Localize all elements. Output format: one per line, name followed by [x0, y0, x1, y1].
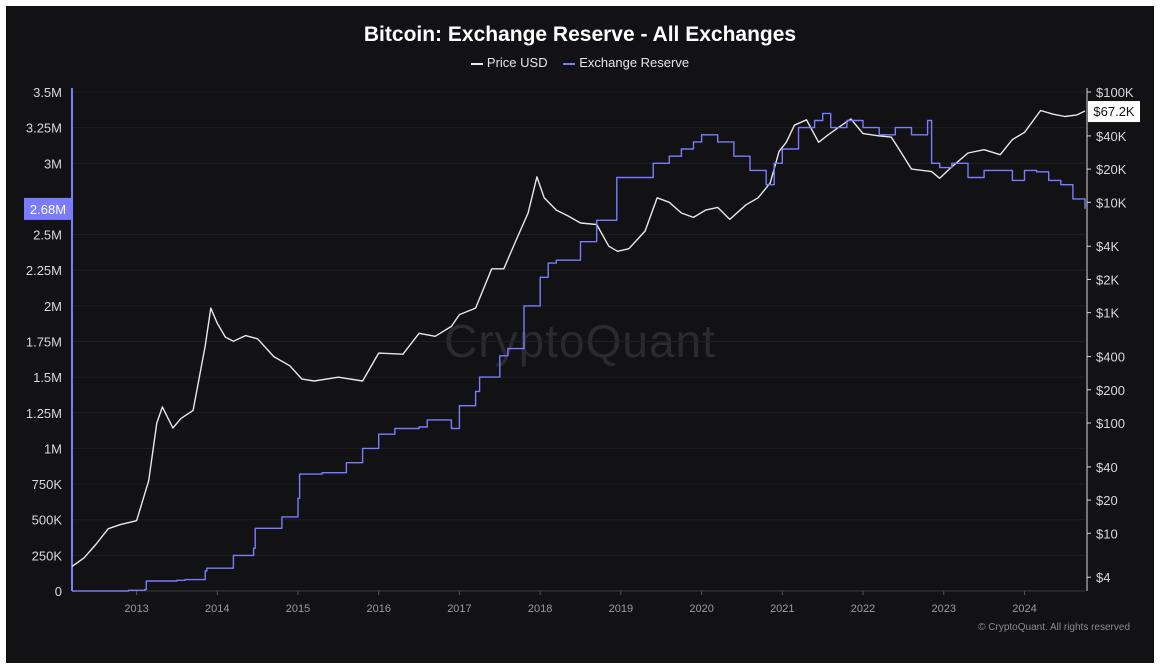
legend: Price USD Exchange Reserve — [6, 55, 1154, 70]
x-tick-label: 2023 — [932, 603, 956, 615]
left-tick-label: 3.5M — [33, 85, 62, 100]
x-tick-label: 2020 — [689, 603, 713, 615]
right-tick-label: $100K — [1096, 85, 1134, 100]
series-line-exchange-reserve — [72, 112, 1086, 592]
copyright-notice: © CryptoQuant. All rights reserved — [978, 622, 1130, 633]
left-tick-label: 3.25M — [26, 121, 62, 136]
left-tick-label: 2.25M — [26, 263, 62, 278]
legend-swatch-price — [470, 62, 483, 65]
left-tick-label: 750K — [32, 477, 63, 492]
right-tick-label: $20 — [1096, 493, 1118, 508]
chart-frame: CryptoQuant Bitcoin: Exchange Reserve - … — [6, 6, 1154, 663]
left-tick-label: 1.25M — [26, 406, 62, 421]
left-tick-label: 1M — [44, 441, 62, 456]
chart-title: Bitcoin: Exchange Reserve - All Exchange… — [363, 23, 797, 46]
right-tick-label: $40 — [1096, 460, 1118, 475]
left-tick-label: 250K — [32, 548, 63, 563]
x-tick-label: 2024 — [1012, 603, 1036, 615]
right-tick-label: $100 — [1096, 416, 1125, 431]
right-tick-label: $4 — [1096, 570, 1110, 585]
x-tick-label: 2019 — [609, 603, 633, 615]
legend-swatch-reserve — [563, 62, 576, 65]
right-tick-label: $4K — [1096, 239, 1119, 254]
right-tick-label: $400 — [1096, 350, 1125, 365]
left-tick-label: 0 — [55, 584, 62, 599]
left-current-value-badge — [24, 197, 72, 220]
right-tick-label: $2K — [1096, 272, 1119, 287]
x-tick-label: 2021 — [770, 603, 794, 615]
left-tick-label: 1.5M — [33, 370, 62, 385]
x-tick-label: 2018 — [528, 603, 552, 615]
legend-label-price: Price USD — [486, 55, 548, 70]
left-tick-label: 2.5M — [33, 228, 62, 243]
right-tick-label: $20K — [1096, 162, 1127, 177]
left-tick-label: 3M — [44, 156, 62, 171]
right-tick-label: $200 — [1096, 383, 1125, 398]
x-tick-label: 2014 — [205, 603, 229, 615]
left-tick-label: 2M — [44, 299, 62, 314]
x-tick-label: 2013 — [124, 603, 148, 615]
left-tick-label: 500K — [32, 513, 63, 528]
right-tick-label: $10 — [1096, 526, 1118, 541]
right-current-value-badge — [1088, 101, 1140, 123]
legend-item-price[interactable]: Price USD — [470, 55, 548, 70]
left-tick-label: 1.75M — [26, 335, 62, 350]
series-line-price — [71, 109, 1086, 568]
x-tick-label: 2022 — [851, 603, 875, 615]
x-tick-label: 2016 — [366, 603, 390, 615]
x-tick-label: 2015 — [286, 603, 310, 615]
x-tick-label: 2017 — [447, 603, 471, 615]
right-tick-label: $10K — [1096, 195, 1127, 210]
legend-label-reserve: Exchange Reserve — [579, 55, 690, 70]
left-current-value-label: 2.68M — [30, 202, 66, 217]
legend-item-reserve[interactable]: Exchange Reserve — [563, 55, 689, 70]
right-tick-label: $1K — [1096, 306, 1119, 321]
right-current-value-label: $67.2K — [1093, 104, 1135, 119]
right-tick-label: $40K — [1096, 129, 1127, 144]
